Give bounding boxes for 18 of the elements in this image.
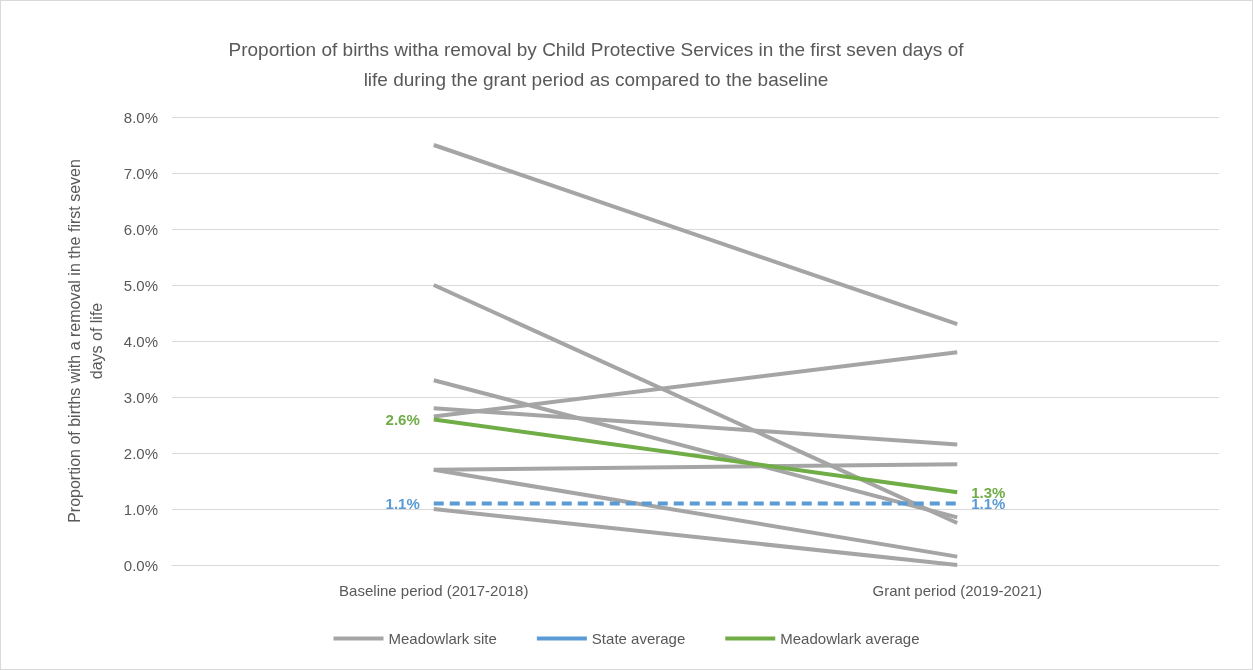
data-label: 2.6% (385, 410, 420, 428)
y-tick-label: 8.0% (123, 108, 158, 126)
y-tick-label: 1.0% (123, 500, 158, 518)
y-axis-title: Proportion of births with a removal in the first seven days of life (65, 159, 105, 523)
legend-label: Meadowlark average (780, 630, 920, 647)
chart-title: Proportion of births witha removal by Child Protective Services in the first seven days of life during the grant period as compared to the baseline (228, 38, 965, 90)
x-tick-label: Grant period (2019-2021) (872, 582, 1042, 599)
x-tick-label: Baseline period (2017-2018) (339, 582, 529, 599)
y-tick-label: 5.0% (123, 276, 158, 294)
data-label: 1.1% (385, 494, 420, 512)
y-tick-label: 3.0% (123, 388, 158, 406)
y-tick-label: 7.0% (123, 164, 158, 182)
y-tick-label: 4.0% (123, 332, 158, 350)
y-tick-label: 0.0% (123, 556, 158, 574)
y-tick-label: 2.0% (123, 444, 158, 462)
legend-label: State average (591, 630, 686, 647)
legend-label: Meadowlark site (388, 630, 497, 647)
y-tick-label: 6.0% (123, 220, 158, 238)
